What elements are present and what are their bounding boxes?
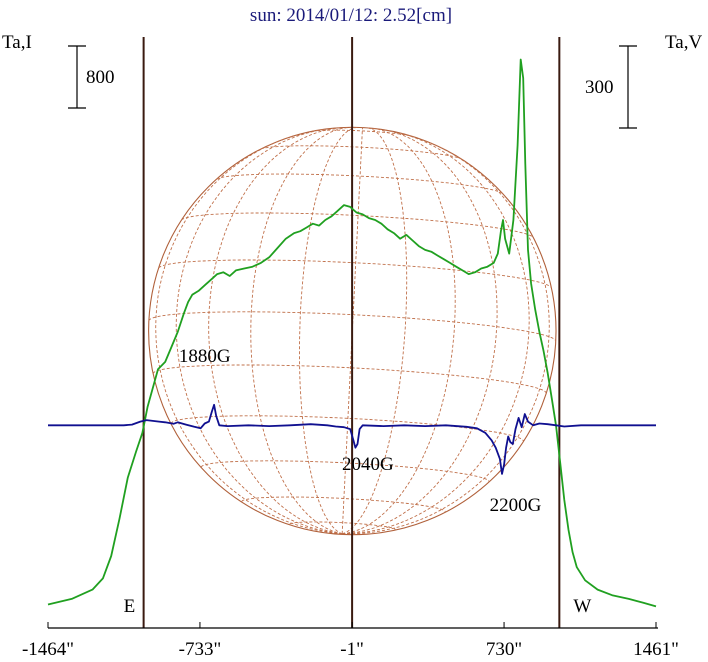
- latitude-line: [312, 129, 413, 137]
- longitude-line: [342, 127, 456, 535]
- longitude-line: [342, 127, 408, 535]
- west-limb-label: W: [573, 596, 591, 617]
- series-line-I: [47, 58, 657, 608]
- x-tick-label: -733": [179, 639, 222, 660]
- longitude-line: [342, 129, 498, 535]
- left-scale-bar: 800: [68, 45, 115, 109]
- latitude-line: [158, 259, 552, 288]
- latitude-line: [152, 364, 547, 394]
- longitude-line: [299, 126, 358, 535]
- left-scale-value: 800: [86, 67, 115, 88]
- right-scale-value: 300: [585, 77, 614, 98]
- longitude-line: [208, 127, 343, 535]
- right-axis-label: Ta,V: [665, 32, 702, 53]
- right-scale-bar: 300: [585, 45, 637, 129]
- x-tick-label: 1461": [633, 639, 679, 660]
- latitude-line: [181, 212, 534, 238]
- left-axis-label: Ta,I: [2, 32, 32, 53]
- longitude-line: [250, 126, 352, 535]
- field-strength-label: 2200G: [490, 495, 542, 516]
- annotations: 1880G 2040G 2200G: [179, 346, 542, 516]
- longitude-line: [175, 128, 343, 535]
- latitude-line: [241, 496, 446, 512]
- x-ticks: -1464" -733" -1" 730" 1461": [22, 622, 679, 660]
- x-tick-label: -1464": [22, 639, 74, 660]
- x-tick-label: 730": [486, 639, 522, 660]
- series-layer: [47, 58, 657, 608]
- east-limb-label: E: [124, 596, 136, 617]
- longitude-line: [342, 132, 530, 535]
- field-strength-label: 1880G: [179, 346, 231, 367]
- series-line-V: [48, 403, 656, 475]
- field-strength-label: 2040G: [342, 454, 394, 475]
- chart-title: sun: 2014/01/12: 2.52[cm]: [250, 5, 452, 26]
- longitude-line: [155, 133, 343, 535]
- limb-lines: [142, 37, 561, 628]
- x-tick-label: -1": [340, 639, 364, 660]
